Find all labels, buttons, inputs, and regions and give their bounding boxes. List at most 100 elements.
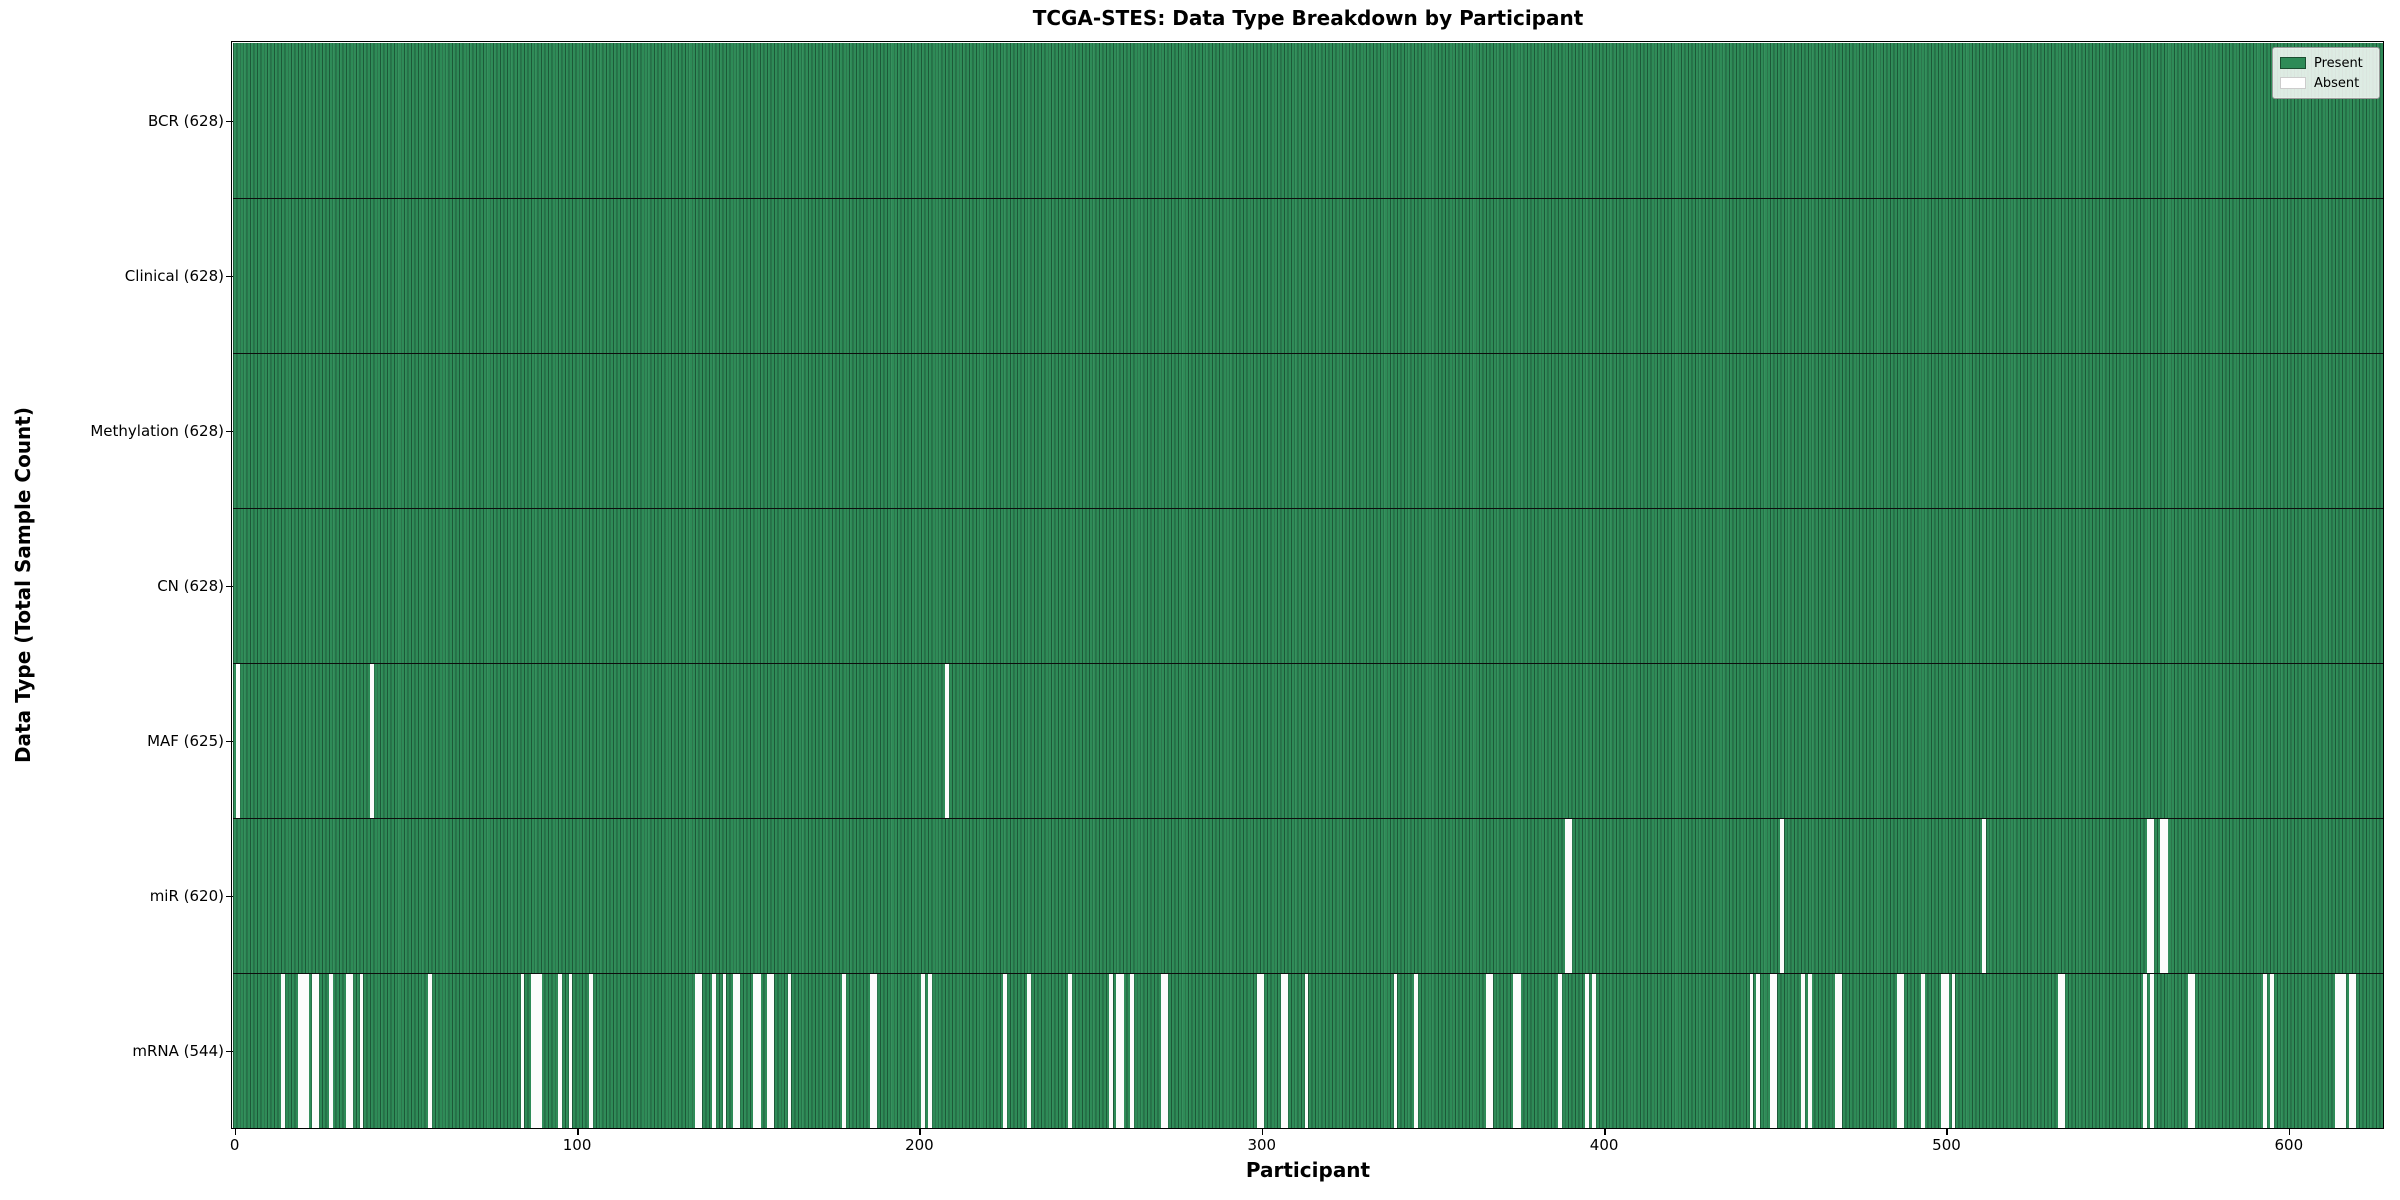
absent-gap — [1749, 973, 1754, 1128]
x-tick-label: 300 — [1247, 1136, 1277, 1154]
absent-gap — [1116, 973, 1121, 1128]
absent-gap — [2270, 973, 2274, 1128]
absent-gap — [2335, 973, 2339, 1128]
absent-gap — [2160, 818, 2165, 973]
row-divider — [233, 973, 2383, 975]
y-tick-label: miR (620) — [149, 886, 224, 905]
x-tick-label: 200 — [905, 1136, 934, 1154]
absent-gap — [1896, 973, 1901, 1128]
absent-gap — [2150, 973, 2154, 1128]
absent-gap — [1951, 973, 1956, 1128]
absent-gap — [428, 973, 432, 1128]
absent-gap — [1807, 973, 1812, 1128]
absent-gap — [1280, 973, 1285, 1128]
y-tick-mark — [226, 895, 233, 898]
absent-gap — [2341, 973, 2346, 1128]
absent-gap — [1780, 818, 1785, 973]
chart-title: TCGA-STES: Data Type Breakdown by Partic… — [1032, 6, 1584, 30]
absent-gap — [537, 973, 542, 1128]
absent-gap — [1982, 818, 1987, 973]
absent-gap — [520, 973, 525, 1128]
x-tick-mark — [1261, 1128, 1264, 1135]
absent-gap — [921, 973, 925, 1128]
y-tick-label: mRNA (544) — [132, 1041, 224, 1060]
absent-gap — [1900, 973, 1905, 1128]
row-maf — [233, 663, 2383, 818]
row-divider — [233, 353, 2383, 355]
absent-gap — [722, 973, 727, 1128]
absent-gap — [1489, 973, 1494, 1128]
absent-gap — [2187, 973, 2192, 1128]
absent-gap — [695, 973, 699, 1128]
absent-gap — [1068, 973, 1073, 1128]
absent-gap — [770, 973, 775, 1128]
x-axis-title: Participant — [1245, 1158, 1371, 1182]
row-clinical — [233, 198, 2383, 353]
row-mrna — [233, 973, 2383, 1128]
x-tick-label: 100 — [562, 1136, 592, 1154]
absent-gap — [927, 973, 932, 1128]
absent-gap — [1773, 973, 1778, 1128]
absent-gap — [2263, 973, 2267, 1128]
absent-gap — [345, 973, 350, 1128]
absent-gap — [767, 973, 771, 1128]
absent-gap — [1256, 973, 1261, 1128]
absent-gap — [1592, 973, 1596, 1128]
absent-gap — [2338, 973, 2343, 1128]
x-tick-label: 600 — [2274, 1136, 2304, 1154]
absent-gap — [534, 973, 539, 1128]
absent-gap — [558, 973, 563, 1128]
y-tick-mark — [226, 430, 233, 433]
row-methylation — [233, 353, 2383, 508]
absent-gap — [1260, 973, 1264, 1128]
absent-gap — [2352, 973, 2356, 1128]
absent-gap — [1513, 973, 1518, 1128]
row-mir — [233, 818, 2383, 973]
absent-gap — [873, 973, 878, 1128]
absent-gap — [1516, 973, 1521, 1128]
x-tick-mark — [234, 1128, 237, 1135]
y-tick-label: Clinical (628) — [124, 266, 224, 285]
absent-gap — [1756, 973, 1761, 1128]
absent-gap — [2163, 818, 2168, 973]
absent-gap — [311, 973, 316, 1128]
absent-gap — [280, 973, 285, 1128]
absent-gap — [349, 973, 354, 1128]
absent-gap — [1557, 973, 1562, 1128]
absent-gap — [315, 973, 319, 1128]
row-bcr — [233, 43, 2383, 198]
absent-gap — [787, 973, 792, 1128]
absent-gap — [842, 973, 847, 1128]
absent-gap — [369, 663, 374, 818]
absent-gap — [869, 973, 874, 1128]
absent-gap — [736, 973, 741, 1128]
absent-gap — [1944, 973, 1949, 1128]
absent-gap — [756, 973, 761, 1128]
absent-gap — [945, 663, 949, 818]
absent-gap — [1164, 973, 1169, 1128]
y-tick-mark — [226, 275, 233, 278]
absent-gap — [1770, 973, 1774, 1128]
x-tick-label: 500 — [1932, 1136, 1961, 1154]
absent-gap — [1119, 973, 1124, 1128]
absent-gap — [304, 973, 309, 1128]
x-tick-mark — [1604, 1128, 1606, 1135]
absent-gap — [2143, 973, 2148, 1128]
absent-gap — [589, 973, 593, 1128]
absent-gap — [2146, 818, 2151, 973]
present-swatch — [2280, 57, 2306, 69]
y-tick-mark — [226, 585, 233, 588]
legend-entry-absent: Absent — [2280, 73, 2372, 93]
absent-gap — [1393, 973, 1398, 1128]
absent-gap — [2191, 973, 2196, 1128]
absent-gap — [530, 973, 535, 1128]
absent-gap — [2057, 973, 2062, 1128]
absent-gap — [301, 973, 306, 1128]
row-divider — [233, 508, 2383, 510]
y-tick-mark — [226, 740, 233, 743]
row-cn — [233, 508, 2383, 663]
absent-gap — [1835, 973, 1840, 1128]
y-tick-label: MAF (625) — [147, 731, 224, 750]
absent-gap — [1414, 973, 1418, 1128]
row-divider — [233, 198, 2383, 200]
